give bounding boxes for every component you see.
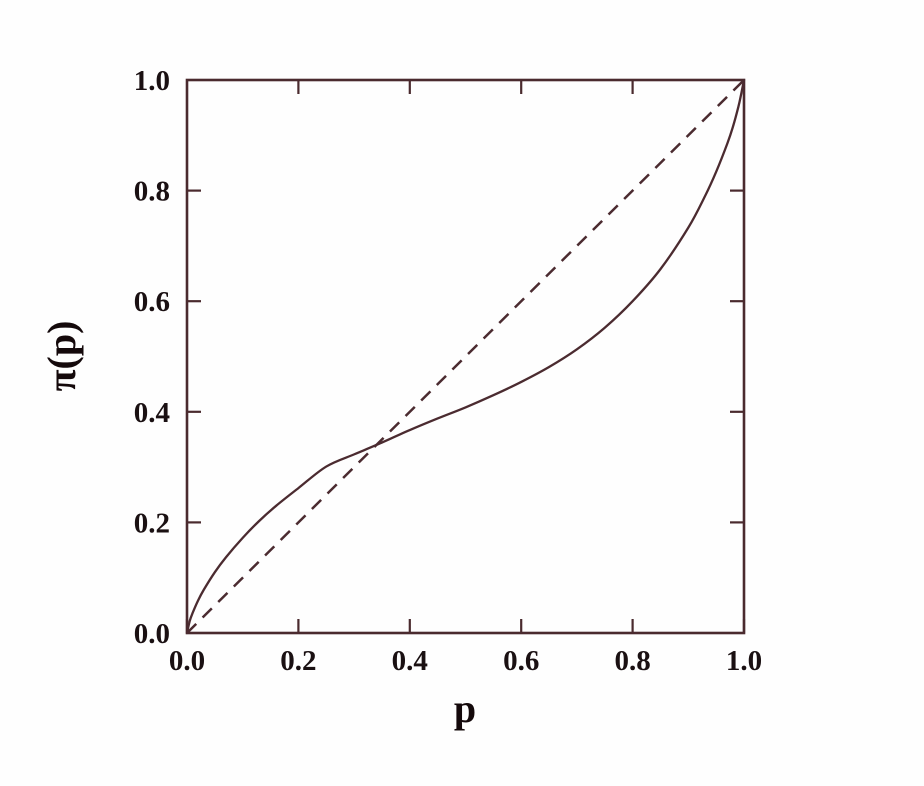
identity-diagonal-line — [186, 79, 745, 634]
x-axis-ticks-bottom — [185, 619, 746, 633]
x-axis-ticks-top — [297, 80, 634, 94]
y-tick-label-3: 0.6 — [134, 286, 170, 318]
y-tick-label-4: 0.8 — [134, 176, 170, 208]
x-tick-label-1: 0.2 — [280, 645, 316, 677]
y-tick-label-5: 1.0 — [134, 65, 170, 97]
y-axis-ticks-left — [187, 189, 201, 524]
weighting-function-curve — [185, 78, 746, 635]
y-axis-title: π(p) — [39, 321, 84, 392]
x-tick-label-0: 0.0 — [169, 645, 205, 677]
y-tick-label-1: 0.2 — [134, 507, 170, 539]
y-tick-label-0: 0.0 — [134, 618, 170, 650]
x-tick-label-3: 0.6 — [503, 645, 539, 677]
x-tick-label-5: 1.0 — [726, 645, 762, 677]
plot-frame — [185, 78, 746, 635]
x-tick-label-2: 0.4 — [392, 645, 428, 677]
y-tick-label-2: 0.4 — [134, 397, 170, 429]
x-tick-label-4: 0.8 — [614, 645, 650, 677]
x-axis-title: p — [454, 686, 476, 731]
y-axis-ticks-right — [730, 189, 744, 524]
